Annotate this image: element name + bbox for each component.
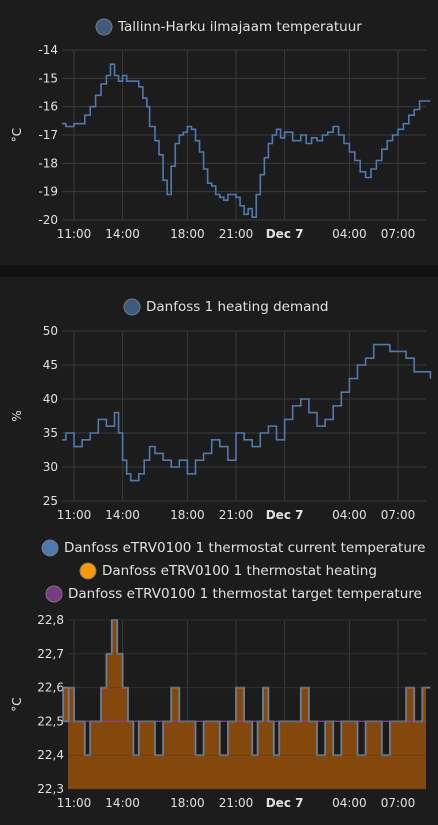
- x-tick-label: 04:00: [332, 227, 367, 241]
- outdoor-temperature-chart[interactable]: Tallinn-Harku ilmajaam temperatuur -20 -19…: [0, 0, 438, 265]
- legend-item[interactable]: Danfoss eTRV0100 1 thermostat heating: [79, 562, 377, 580]
- y-tick-label: 25: [43, 494, 58, 508]
- y-tick-label: 50: [43, 324, 58, 338]
- y-tick-label: -17: [38, 128, 58, 142]
- y-tick-label: -15: [38, 71, 58, 85]
- y-axis-label: °C: [10, 128, 24, 142]
- heating-demand-line: [62, 343, 432, 482]
- y-tick-label: 22,6: [37, 681, 64, 695]
- legend-dot-icon[interactable]: [95, 18, 113, 36]
- x-tick-label: 14:00: [105, 796, 140, 810]
- x-tick-label: 07:00: [381, 508, 416, 522]
- legend-dot-icon[interactable]: [123, 298, 141, 316]
- x-tick-label: 21:00: [219, 508, 254, 522]
- series-heating-demand: [61, 343, 432, 482]
- legend-label: Danfoss 1 heating demand: [146, 299, 329, 315]
- legend-item[interactable]: Danfoss eTRV0100 1 thermostat current te…: [41, 539, 425, 557]
- y-tick-label: 40: [43, 392, 58, 406]
- series-temperature: [61, 63, 431, 218]
- x-tick-label: 21:00: [219, 227, 254, 241]
- x-tick-label: 18:00: [170, 508, 205, 522]
- x-tick-label: 07:00: [381, 796, 416, 810]
- heating-demand-chart[interactable]: Danfoss 1 heating demand 25 30 35 40 45 50 11:0…: [0, 277, 438, 522]
- y-tick-label: 45: [43, 358, 58, 372]
- thermostat-temperature-chart[interactable]: Danfoss eTRV0100 1 thermostat current te…: [0, 277, 438, 825]
- legend-label: Danfoss eTRV0100 1 thermostat heating: [102, 563, 377, 579]
- legend-item[interactable]: Tallinn-Harku ilmajaam temperatuur: [95, 18, 362, 36]
- legend-item[interactable]: Danfoss eTRV0100 1 thermostat target tem…: [45, 585, 422, 603]
- y-tick-label: 22,5: [37, 714, 64, 728]
- legend-dot-icon[interactable]: [79, 562, 97, 580]
- x-tick-label: 14:00: [105, 227, 140, 241]
- x-tick-label: 04:00: [332, 796, 367, 810]
- legend-item[interactable]: Danfoss 1 heating demand: [123, 298, 329, 316]
- x-tick-label: Dec 7: [266, 796, 304, 810]
- y-axis-label: °C: [10, 697, 24, 711]
- heating-area: [63, 620, 431, 789]
- y-tick-label: 22,4: [37, 748, 64, 762]
- temperature-line: [62, 63, 431, 218]
- x-tick-label: 21:00: [219, 796, 254, 810]
- y-tick-label: -14: [38, 43, 58, 57]
- legend-dot-icon[interactable]: [45, 585, 63, 603]
- thermostat-history-card: Danfoss 1 heating demand 25 30 35 40 45 50 11:0…: [0, 277, 438, 825]
- x-tick-label: 11:00: [57, 508, 92, 522]
- legend-label: Danfoss eTRV0100 1 thermostat current te…: [64, 540, 425, 556]
- legend-label: Tallinn-Harku ilmajaam temperatuur: [117, 19, 362, 35]
- temperature-history-card: Tallinn-Harku ilmajaam temperatuur -20 -19…: [0, 0, 438, 265]
- y-tick-label: 22,3: [37, 782, 64, 796]
- y-tick-label: 22,8: [37, 613, 64, 627]
- y-axis-label: %: [10, 410, 24, 421]
- y-tick-label: 22,7: [37, 647, 64, 661]
- y-tick-label: -20: [38, 213, 58, 227]
- x-tick-label: 11:00: [57, 227, 92, 241]
- y-tick-label: -18: [38, 156, 58, 170]
- y-tick-label: 30: [43, 460, 58, 474]
- card-separator: [0, 265, 438, 277]
- x-tick-label: 11:00: [57, 796, 92, 810]
- y-tick-label: -19: [38, 185, 58, 199]
- x-tick-label: 14:00: [105, 508, 140, 522]
- x-tick-label: 18:00: [170, 227, 205, 241]
- y-tick-label: 35: [43, 426, 58, 440]
- legend-label: Danfoss eTRV0100 1 thermostat target tem…: [68, 586, 422, 602]
- legend-dot-icon[interactable]: [41, 539, 59, 557]
- x-tick-label: 04:00: [332, 508, 367, 522]
- x-tick-label: 07:00: [381, 227, 416, 241]
- x-tick-label: Dec 7: [266, 508, 304, 522]
- x-tick-label: 18:00: [170, 796, 205, 810]
- y-tick-label: -16: [38, 100, 58, 114]
- x-tick-label: Dec 7: [266, 227, 304, 241]
